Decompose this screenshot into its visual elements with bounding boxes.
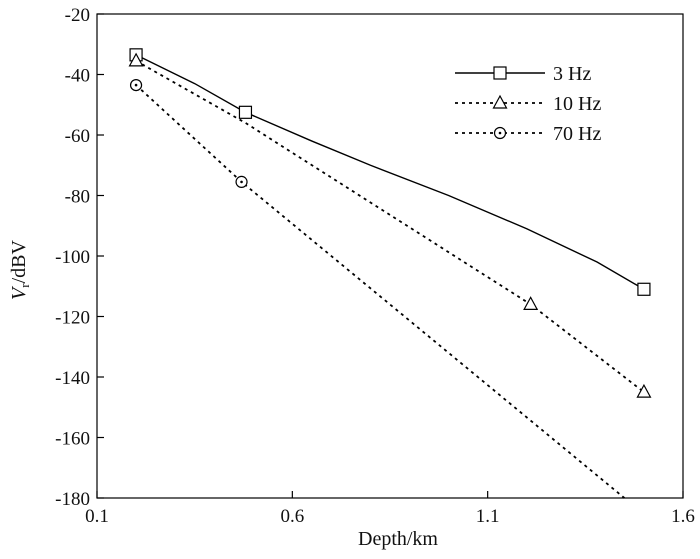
axes: 0.1 0.6 1.1 1.6 -20 -40 -60 -80 -100 -120 -140 -160… xyxy=(55,5,695,527)
triangle-marker xyxy=(636,383,652,398)
legend-circle-marker-dot xyxy=(498,131,502,135)
y-tick-label: -180 xyxy=(55,489,90,510)
series-line xyxy=(135,84,625,499)
series-2 xyxy=(128,52,652,398)
legend-label: 3 Hz xyxy=(553,63,591,85)
legend-label: 10 Hz xyxy=(553,93,601,115)
triangle-marker xyxy=(128,52,144,67)
x-tick-label: 1.1 xyxy=(476,506,500,527)
y-tick-label: -120 xyxy=(55,308,90,329)
series-3 xyxy=(129,78,625,499)
x-axis-title: Depth/km xyxy=(358,528,438,550)
x-tick-label: 1.6 xyxy=(671,506,695,527)
series-layer xyxy=(128,48,652,499)
y-tick-label: -40 xyxy=(65,66,90,87)
triangle-marker xyxy=(523,296,539,310)
y-tick-label: -80 xyxy=(65,187,90,208)
series-1 xyxy=(129,48,651,296)
square-marker xyxy=(637,282,651,296)
y-tick-label: -160 xyxy=(55,429,90,450)
y-axis-title: Vr/dBV xyxy=(8,239,32,299)
y-tick-label: -100 xyxy=(55,247,90,268)
y-tick-label: -140 xyxy=(55,368,90,389)
series-line xyxy=(135,60,645,393)
y-axis-title-main: V xyxy=(8,285,30,300)
legend-entry: 70 Hz xyxy=(455,123,601,145)
circle-marker-dot xyxy=(134,83,138,87)
series-line xyxy=(135,54,645,290)
x-tick-label: 0.6 xyxy=(280,506,304,527)
square-marker xyxy=(238,105,253,119)
circle-marker xyxy=(129,78,143,92)
y-tick-label: -20 xyxy=(65,5,90,26)
plot-frame xyxy=(96,13,684,499)
legend: 3 Hz 10 Hz 70 Hz xyxy=(455,63,601,145)
legend-square-marker xyxy=(493,66,507,80)
y-tick-label: -60 xyxy=(65,126,90,147)
svg-text:Vr/dBV: Vr/dBV xyxy=(8,239,32,299)
x-tick-label: 0.1 xyxy=(85,506,109,527)
y-axis-title-unit: /dBV xyxy=(8,239,30,283)
y-axis-title-sub: r xyxy=(17,283,32,288)
legend-entry: 10 Hz xyxy=(455,93,601,115)
circle-marker-dot xyxy=(240,180,243,184)
legend-label: 70 Hz xyxy=(553,123,601,145)
legend-triangle-marker xyxy=(492,94,508,109)
legend-entry: 3 Hz xyxy=(455,63,591,85)
circle-marker xyxy=(235,175,248,188)
legend-circle-marker xyxy=(493,126,507,140)
